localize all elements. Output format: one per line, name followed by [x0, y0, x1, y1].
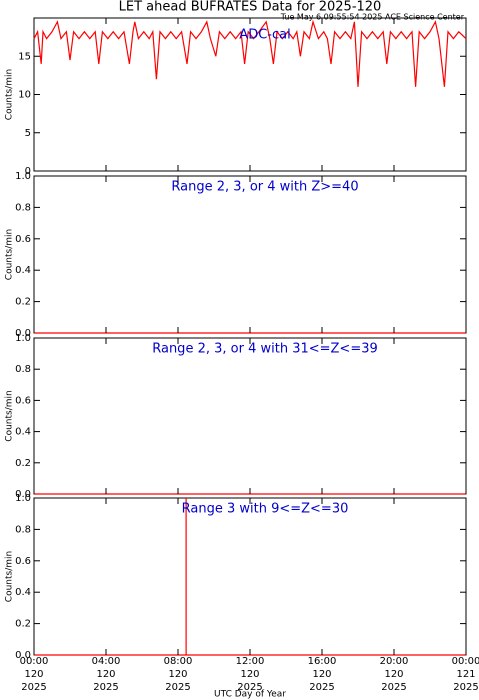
x-tick-label: 16:00	[308, 656, 337, 667]
x-tick-label: 120	[24, 669, 43, 680]
y-tick-label: 0.4	[15, 587, 31, 598]
x-tick-label: 120	[312, 669, 331, 680]
x-tick-label: 120	[168, 669, 187, 680]
y-tick-label: 0.8	[15, 202, 31, 213]
x-tick-label: 08:00	[164, 656, 193, 667]
x-tick-label: 120	[384, 669, 403, 680]
y-tick-label: 1.0	[15, 493, 31, 504]
y-axis-label: Counts/min	[5, 69, 15, 120]
x-tick-label: 00:00	[20, 656, 49, 667]
y-tick-label: 0.6	[15, 395, 31, 406]
plot-frame	[33, 497, 467, 656]
x-axis-label: UTC Day of Year	[214, 690, 286, 700]
y-tick-label: 0.0	[15, 650, 31, 661]
y-tick-label: 0.2	[15, 619, 31, 630]
x-tick-label: 04:00	[92, 656, 121, 667]
panel-label: Range 3 with 9<=Z<=30	[182, 502, 349, 517]
data-line	[33, 19, 467, 87]
y-axis-label: Counts/min	[5, 390, 15, 441]
y-tick-label: 10	[18, 90, 31, 101]
x-tick-label: 120	[96, 669, 115, 680]
x-tick-label: 2025	[309, 682, 334, 693]
y-tick-label: 0.8	[15, 364, 31, 375]
x-tick-label: 12:00	[236, 656, 265, 667]
y-tick-label: 0.2	[15, 297, 31, 308]
plot-frame	[33, 175, 467, 334]
y-tick-label: 5	[25, 128, 31, 139]
y-tick-label: 0.6	[15, 556, 31, 567]
y-axis-label: Counts/min	[5, 229, 15, 280]
x-tick-label: 2025	[165, 682, 190, 693]
x-tick-label: 00:00	[452, 656, 479, 667]
y-tick-label: 0.4	[15, 427, 31, 438]
panel-label: ADC-cal	[239, 28, 290, 43]
x-tick-label: 121	[456, 669, 475, 680]
y-tick-label: 0.0	[15, 328, 31, 339]
x-tick-label: 20:00	[380, 656, 409, 667]
y-tick-label: 0.4	[15, 265, 31, 276]
panel-label: Range 2, 3, or 4 with Z>=40	[171, 180, 358, 195]
y-tick-label: 0.0	[15, 489, 31, 500]
x-tick-label: 120	[240, 669, 259, 680]
y-axis-label: Counts/min	[5, 551, 15, 602]
x-tick-label: 2025	[21, 682, 46, 693]
y-tick-label: 0.2	[15, 458, 31, 469]
panel-label: Range 2, 3, or 4 with 31<=Z<=39	[152, 342, 378, 357]
chart-title: LET ahead BUFRATES Data for 2025-120	[119, 0, 382, 15]
data-line	[34, 498, 466, 656]
y-tick-label: 1.0	[15, 171, 31, 182]
x-tick-label: 2025	[237, 682, 262, 693]
y-tick-label: 0	[25, 166, 31, 177]
x-tick-label: 2025	[453, 682, 478, 693]
y-tick-label: 0.8	[15, 524, 31, 535]
y-tick-label: 1.0	[15, 333, 31, 344]
plot-frame	[33, 337, 467, 495]
x-tick-label: 2025	[381, 682, 406, 693]
y-tick-label: 0.6	[15, 234, 31, 245]
x-tick-label: 2025	[93, 682, 118, 693]
chart-subtitle: Tue May 6 09:55:54 2025 ACE Science Cent…	[280, 13, 465, 22]
y-tick-label: 15	[18, 51, 31, 62]
